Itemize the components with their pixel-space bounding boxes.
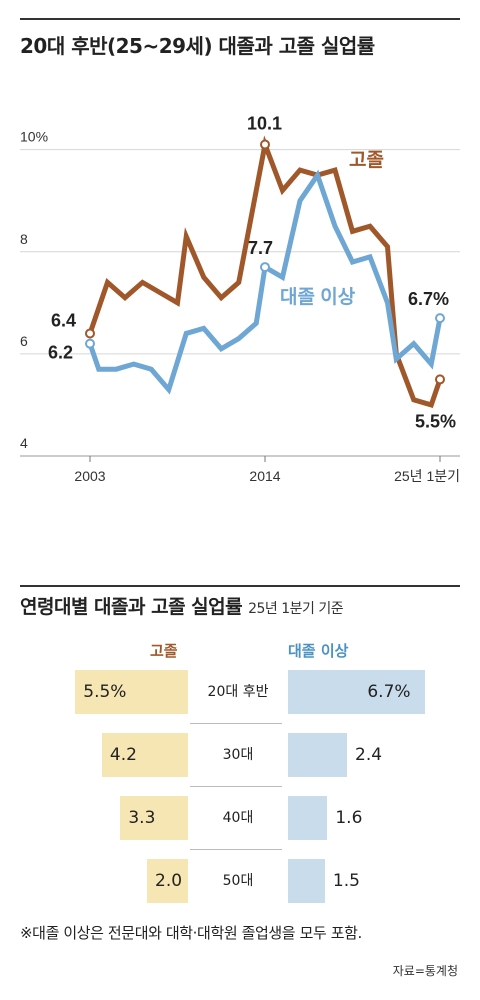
x-tick-label: 2003	[74, 468, 105, 484]
data-point-marker	[260, 262, 270, 273]
highschool-series-line	[87, 135, 443, 409]
bar-chart-title: 연령대별 대졸과 고졸 실업률 25년 1분기 기준	[20, 592, 344, 619]
age-group-label: 20대 후반	[207, 684, 269, 700]
line-chart-title: 20대 후반(25~29세) 대졸과 고졸 실업률	[20, 34, 375, 58]
data-point-marker	[435, 313, 445, 324]
y-tick-label: 10%	[20, 129, 48, 145]
y-tick-label: 4	[20, 435, 28, 451]
section-rule	[20, 585, 460, 587]
data-point-marker	[260, 139, 270, 150]
age-group-label: 30대	[222, 747, 254, 763]
college-bar-value: 1.6	[335, 808, 363, 828]
data-point-label: 6.7%	[408, 289, 449, 309]
highschool-bar	[120, 796, 188, 840]
x-tick-label: 2014	[249, 468, 280, 484]
highschool-bar-value: 4.2	[109, 745, 137, 765]
data-point-label: 6.4	[51, 310, 76, 330]
x-tick-label: 25년 1분기	[394, 468, 460, 484]
data-point-label: 5.5%	[415, 411, 456, 431]
bar-row: 3.3 40대 1.6	[20, 796, 460, 840]
age-group-label: 40대	[222, 810, 254, 826]
college-bar-value: 1.5	[332, 871, 360, 891]
highschool-bar	[101, 733, 188, 777]
legend-college: 대졸 이상	[288, 642, 349, 660]
data-point-marker	[85, 338, 95, 349]
college-bar	[288, 859, 325, 903]
age-group-label: 50대	[222, 873, 254, 889]
row-divider	[190, 849, 282, 850]
college-bar-value: 2.4	[355, 745, 383, 765]
highschool-series-label: 고졸	[349, 149, 384, 171]
data-point-marker	[85, 328, 95, 339]
data-point-label: 10.1	[247, 114, 282, 134]
bar-chart-title-text: 연령대별 대졸과 고졸 실업률	[20, 596, 243, 618]
highschool-bar-value: 3.3	[128, 808, 156, 828]
bar-row: 2.0 50대 1.5	[20, 859, 460, 903]
row-divider	[190, 786, 282, 787]
college-series-label: 대졸 이상	[280, 286, 356, 308]
highschool-bar-value: 5.5%	[83, 682, 127, 702]
source-credit: 자료=통계청	[392, 964, 458, 978]
highschool-bar	[75, 670, 188, 714]
college-bar	[288, 796, 328, 840]
bar-row: 4.2 30대 2.4	[20, 733, 460, 777]
data-point-label: 6.2	[48, 343, 73, 363]
y-tick-label: 6	[20, 333, 28, 349]
college-bar-value: 6.7%	[367, 682, 411, 702]
highschool-bar	[147, 859, 188, 903]
highschool-bar-value: 2.0	[155, 871, 183, 891]
footnote: ※대졸 이상은 전문대와 대학·대학원 졸업생을 모두 포함.	[20, 924, 362, 942]
legend-highschool: 고졸	[150, 642, 178, 660]
college-bar	[288, 733, 348, 777]
top-rule	[20, 18, 460, 20]
data-point-marker	[435, 374, 445, 385]
college-bar	[288, 670, 426, 714]
row-divider	[190, 723, 282, 724]
y-tick-label: 8	[20, 231, 28, 247]
bar-chart-subtitle: 25년 1분기 기준	[248, 601, 344, 617]
bar-row: 5.5% 20대 후반 6.7%	[20, 670, 460, 714]
data-point-label: 7.7	[248, 238, 273, 258]
